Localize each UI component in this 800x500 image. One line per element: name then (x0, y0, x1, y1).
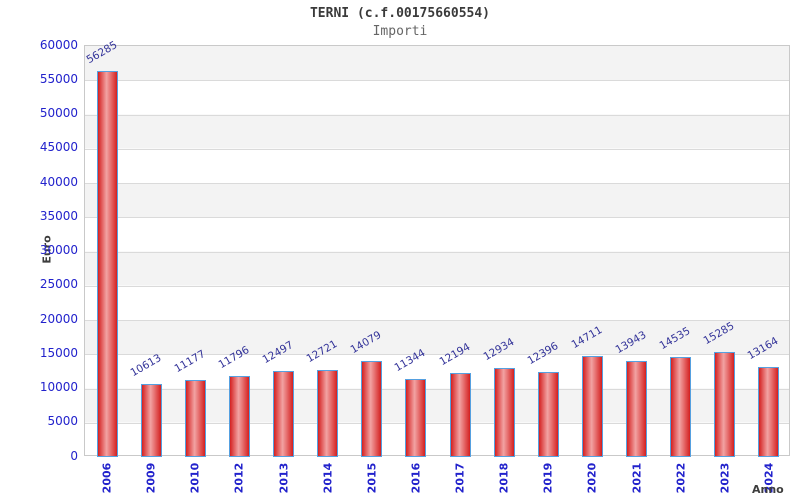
bar-value-label: 13164 (745, 334, 781, 362)
bar-2013 (273, 371, 295, 457)
x-tick-label: 2014 (321, 462, 335, 494)
x-axis-title: Anno (752, 483, 784, 496)
bar-2016 (405, 379, 427, 457)
bar-2024 (758, 366, 780, 457)
bar-value-label: 15285 (701, 320, 737, 348)
y-tick-label: 0 (70, 448, 78, 463)
y-tick-label: 35000 (39, 208, 78, 223)
x-tick-label: 2019 (541, 462, 555, 494)
bar-2022 (670, 357, 692, 457)
bar-value-label: 11796 (216, 344, 252, 372)
bar-2010 (184, 380, 206, 457)
x-tick-label: 2012 (232, 462, 246, 494)
gridline (85, 183, 789, 184)
bar-value-label: 11344 (392, 347, 428, 375)
gridline (85, 354, 789, 356)
bar-2015 (361, 360, 383, 457)
bar-2017 (449, 373, 471, 457)
x-tick-label: 2023 (718, 462, 732, 494)
bar-value-label: 12721 (304, 337, 340, 365)
y-tick-label: 40000 (39, 174, 78, 189)
chart-title: TERNI (c.f.00175660554) (309, 6, 490, 21)
bar-value-label: 10613 (128, 352, 164, 380)
bar-2006 (96, 71, 118, 457)
x-tick-label: 2006 (100, 462, 114, 494)
y-tick-label: 45000 (39, 140, 78, 155)
bar-value-label: 12396 (525, 340, 561, 368)
bar-2023 (714, 352, 736, 457)
gridline (85, 251, 789, 253)
gridline (85, 80, 789, 82)
gridline (85, 148, 789, 150)
x-tick-label: 2018 (497, 462, 511, 494)
y-tick-label: 30000 (39, 243, 78, 257)
chart-subtitle: Importi (372, 24, 428, 39)
x-tick-label: 2022 (674, 462, 688, 494)
gridline (85, 422, 789, 424)
bar-value-label: 14079 (348, 328, 384, 356)
y-tick-label: 60000 (39, 37, 78, 52)
y-tick-label: 55000 (39, 71, 78, 86)
x-tick-label: 2015 (365, 462, 379, 494)
gridline (85, 388, 789, 390)
bar-2014 (317, 369, 339, 457)
y-tick-label: 50000 (39, 106, 78, 120)
gridline (85, 285, 789, 287)
x-tick-label: 2020 (585, 462, 599, 494)
gridline (85, 114, 789, 116)
gridline (85, 320, 789, 321)
bar-2009 (140, 384, 162, 457)
bar-value-label: 56285 (84, 39, 119, 67)
y-tick-label: 20000 (39, 311, 78, 326)
bar-2018 (493, 368, 515, 457)
plot-area: 56285 10613 11177 11796 12497 12721 14079 11344… (84, 39, 790, 457)
bar-value-label: 12934 (481, 336, 517, 364)
x-tick-label: 2016 (409, 462, 423, 494)
y-tick-label: 25000 (39, 277, 78, 292)
bar-value-label: 14535 (657, 325, 693, 353)
bar-2021 (626, 361, 648, 457)
x-tick-label: 2013 (277, 462, 291, 494)
x-tick-label: 2010 (188, 462, 202, 494)
gridline (85, 217, 789, 219)
y-tick-label: 5000 (47, 414, 78, 429)
x-tick-label: 2017 (453, 462, 467, 494)
y-tick-label: 15000 (39, 345, 78, 360)
bar-value-label: 11177 (172, 348, 208, 376)
bar-value-label: 14711 (569, 324, 605, 352)
y-tick-label: 10000 (39, 380, 78, 394)
bar-2020 (581, 356, 603, 457)
bar-2019 (537, 372, 559, 457)
x-tick-label: 2021 (630, 462, 644, 494)
bar-value-label: 12194 (437, 341, 472, 369)
bar-2012 (228, 376, 250, 457)
x-tick-label: 2009 (144, 462, 158, 494)
